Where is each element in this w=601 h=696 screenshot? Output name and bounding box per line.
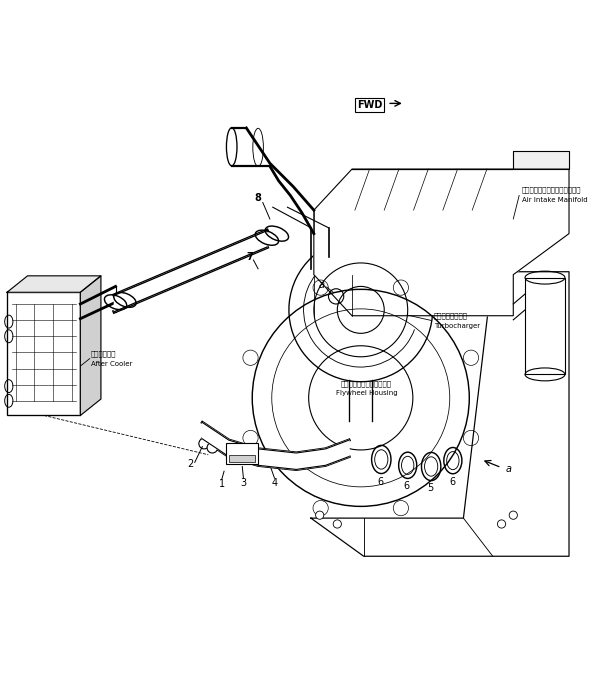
Text: Air Intake Manifold: Air Intake Manifold [522, 197, 588, 203]
Text: 2: 2 [188, 459, 194, 469]
Text: 6: 6 [377, 477, 383, 487]
Text: a: a [505, 464, 511, 474]
Text: Turbocharger: Turbocharger [434, 323, 480, 329]
Text: After Cooler: After Cooler [91, 361, 132, 367]
Polygon shape [352, 152, 569, 169]
Bar [7, 292, 81, 416]
Circle shape [316, 511, 324, 519]
Text: 5: 5 [427, 482, 433, 493]
Text: 8: 8 [255, 193, 261, 203]
Circle shape [498, 520, 505, 528]
Polygon shape [203, 422, 349, 469]
Text: 3: 3 [240, 478, 246, 488]
Polygon shape [114, 230, 267, 312]
Bar [226, 443, 258, 464]
Circle shape [333, 520, 341, 528]
Text: FWD: FWD [357, 100, 382, 109]
Text: エアーインテークマニホールド: エアーインテークマニホールド [522, 187, 582, 193]
Polygon shape [81, 276, 101, 416]
Text: フライホイールハウジング: フライホイールハウジング [341, 380, 392, 386]
Polygon shape [7, 276, 101, 292]
Text: a: a [319, 280, 325, 290]
Text: Flywheel Housing: Flywheel Housing [336, 390, 397, 396]
Circle shape [337, 287, 384, 333]
Bar [229, 454, 255, 462]
Circle shape [207, 443, 218, 453]
Text: 6: 6 [403, 482, 410, 491]
Text: 6: 6 [450, 477, 456, 487]
Circle shape [509, 511, 517, 519]
Text: アフタクーラ: アフタクーラ [91, 351, 117, 357]
Text: 1: 1 [219, 479, 225, 489]
Text: 7: 7 [246, 252, 252, 262]
Bar [525, 278, 565, 374]
Text: 4: 4 [272, 478, 278, 488]
Polygon shape [314, 169, 569, 316]
Text: ターボチャージャ: ターボチャージャ [434, 313, 468, 319]
Circle shape [199, 438, 209, 449]
